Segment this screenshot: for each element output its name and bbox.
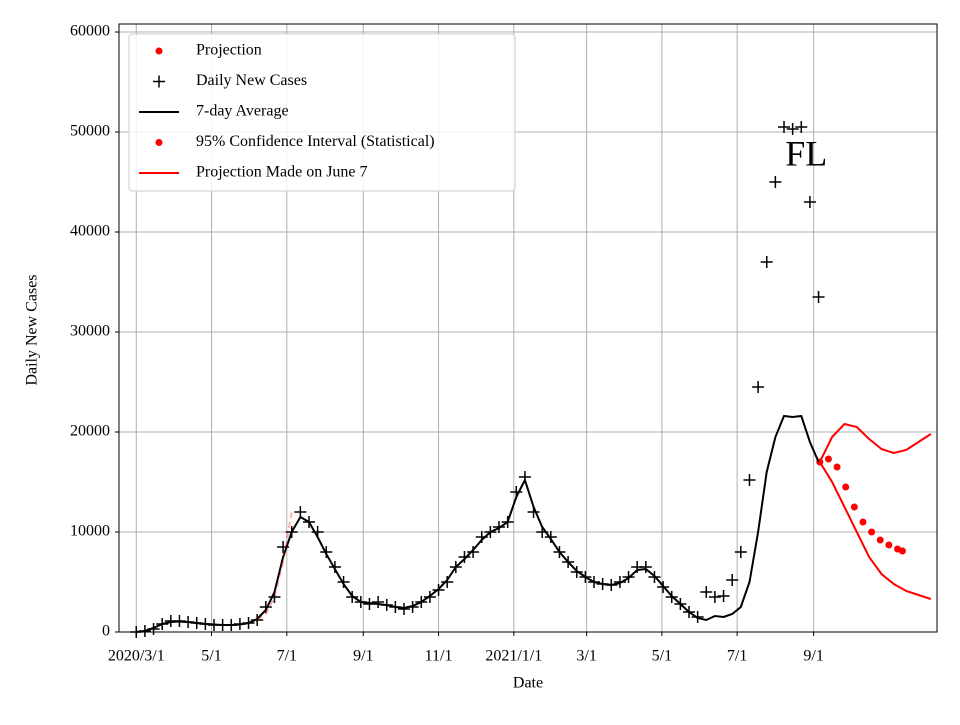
case-point — [812, 291, 825, 303]
y-tick-label: 60000 — [70, 23, 110, 40]
projection-point — [859, 518, 867, 526]
legend-label: Projection — [196, 42, 262, 59]
case-point — [639, 561, 652, 573]
legend-label: Projection Made on June 7 — [196, 164, 368, 181]
y-tick-label: 0 — [102, 623, 110, 640]
series-line — [818, 422, 932, 463]
case-point — [734, 546, 747, 558]
case-point — [372, 596, 385, 608]
projection-point — [898, 547, 906, 555]
series-line — [818, 461, 932, 600]
case-point — [726, 574, 739, 586]
x-tick-label: 2020/3/1 — [108, 648, 165, 665]
legend-symbol — [153, 75, 165, 88]
case-point — [458, 551, 471, 563]
case-point — [717, 590, 730, 602]
case-point — [795, 121, 808, 133]
x-tick-label: 2021/1/1 — [485, 648, 542, 665]
legend-label: 7-day Average — [196, 103, 289, 120]
y-tick-label: 20000 — [70, 423, 110, 440]
y-tick-label: 50000 — [70, 123, 110, 140]
x-tick-label: 9/1 — [353, 648, 373, 665]
legend-symbol — [155, 139, 163, 146]
legend-label: Daily New Cases — [196, 72, 307, 89]
y-tick-label: 40000 — [70, 223, 110, 240]
case-point — [769, 176, 782, 188]
projection-point — [824, 455, 832, 463]
case-point — [743, 474, 756, 486]
y-tick-label: 10000 — [70, 523, 110, 540]
case-point — [700, 586, 713, 598]
legend-symbol — [155, 47, 163, 55]
case-point — [786, 123, 799, 135]
legend-box — [128, 33, 516, 192]
projection-point — [833, 463, 841, 471]
series-line — [256, 511, 293, 621]
series-line — [136, 414, 820, 633]
case-point — [760, 256, 773, 268]
x-tick-label: 11/1 — [425, 648, 453, 665]
x-tick-label: 9/1 — [803, 648, 823, 665]
annotation: FL — [785, 133, 827, 173]
y-axis-label: Daily New Cases — [24, 274, 41, 385]
x-tick-label: 5/1 — [652, 648, 672, 665]
projection-point — [885, 541, 893, 549]
case-point — [752, 381, 765, 393]
case-point — [778, 121, 791, 133]
case-point — [544, 531, 557, 543]
x-tick-label: 3/1 — [576, 648, 596, 665]
projection-point — [850, 503, 858, 511]
x-axis-label: Date — [513, 675, 543, 692]
y-tick-label: 30000 — [70, 323, 110, 340]
legend: Projection Daily New Cases 7-day Average 95… — [128, 33, 516, 192]
case-point — [803, 196, 816, 208]
legend-label: 95% Confidence Interval (Statistical) — [196, 133, 435, 150]
projection-point — [868, 528, 876, 536]
case-point — [708, 591, 721, 603]
x-tick-label: 7/1 — [277, 648, 297, 665]
x-tick-label: 7/1 — [727, 648, 747, 665]
case-point — [467, 546, 480, 558]
projection-point — [842, 483, 850, 491]
projection-point — [876, 536, 884, 544]
case-point — [441, 576, 454, 588]
axes-frame — [118, 23, 938, 633]
x-tick-label: 5/1 — [201, 648, 221, 665]
case-point — [337, 576, 350, 588]
